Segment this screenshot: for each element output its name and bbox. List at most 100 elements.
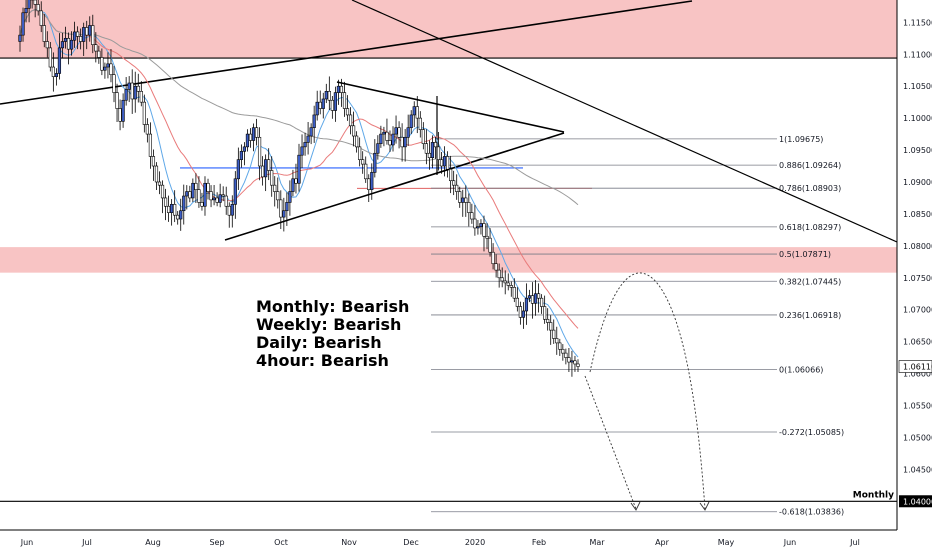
bias-line-1: Weekly: Bearish [256,315,401,334]
candle-98 [315,101,319,116]
candle-84 [273,184,277,192]
candle-31 [112,74,116,93]
candle-15 [63,38,68,42]
candle-90 [291,178,295,192]
candle-137 [433,142,438,148]
candle-100 [321,98,325,109]
candle-129 [409,114,413,129]
candle-182 [570,360,574,363]
candle-103 [330,99,334,111]
candle-106 [339,85,344,93]
candle-158 [497,269,501,279]
candle-53 [179,210,183,220]
fibonacci-retracement[interactable]: 1(1.09675) 0.886(1.09264) 0.786(1.08903) 0.… [431,135,844,517]
candle-151 [476,226,480,229]
candle-113 [361,159,365,165]
candle-45 [154,165,159,183]
candle-82 [267,159,271,171]
candle-96 [309,127,313,137]
candle-110 [351,125,356,137]
current-price-label: 1.06110 [903,363,932,372]
candle-32 [115,92,119,109]
candle-38 [133,85,137,100]
candle-89 [288,191,292,203]
candle-108 [345,108,350,116]
candle-143 [452,180,456,186]
candle-167 [524,297,529,312]
candle-57 [191,182,195,199]
candle-149 [470,212,474,220]
time-tick-11: May [718,538,735,547]
price-tick-1: 1.04500 [903,465,932,474]
fib-label-2: 0.786(1.08903) [779,184,841,193]
monthly-price-tag [899,495,932,508]
candle-50 [170,204,174,213]
projection-arrowhead-1 [630,501,641,511]
time-tick-1: Jul [81,538,92,547]
time-tick-9: Mar [589,538,605,547]
candle-127 [403,136,407,148]
candle-125 [397,127,401,138]
projection-path-arc [589,272,706,510]
candle-116 [370,172,374,190]
candle-48 [163,197,168,207]
candle-55 [185,191,189,197]
candle-144 [455,184,459,192]
candle-150 [473,218,477,229]
candle-3 [27,0,31,9]
candle-132 [418,117,422,130]
candle-22 [85,27,89,36]
candle-146 [461,197,465,203]
candle-174 [546,318,550,323]
candle-14 [60,41,65,49]
candle-29 [106,63,110,68]
price-tick-14: 1.11000 [903,50,932,59]
candle-147 [464,197,468,203]
price-tick-8: 1.08000 [903,242,932,251]
candle-128 [406,127,410,138]
bias-line-2: Daily: Bearish [256,333,382,352]
fib-label-1: 0.886(1.09264) [779,161,841,170]
candle-27 [100,57,104,71]
candle-92 [297,154,301,184]
candle-71 [233,178,237,205]
candle-76 [248,133,253,141]
candle-58 [194,182,198,190]
time-tick-13: Jul [849,538,860,547]
trendline-2 [336,81,565,133]
candle-131 [415,106,419,119]
price-tick-5: 1.06500 [903,338,932,347]
candle-148 [467,202,471,213]
monthly-line-label: Monthly [853,490,894,500]
fib-label-3: 0.618(1.08297) [779,223,841,232]
zone-0 [0,0,897,59]
candle-25 [94,44,98,52]
candle-21 [82,27,86,42]
fib-label-9: -0.618(1.03836) [779,508,844,517]
candle-16 [66,38,71,50]
projection-arrowhead-2 [699,501,710,511]
candle-118 [376,143,380,154]
time-tick-2: Aug [145,538,161,547]
candle-54 [182,195,186,212]
price-axis[interactable]: 1.04500 1.05000 1.05500 1.06000 1.06500 1.070… [896,0,932,550]
candle-101 [324,91,328,100]
candle-169 [530,295,535,304]
candle-63 [209,191,213,201]
candle-168 [527,295,532,299]
price-tick-4: 1.06000 [903,370,932,379]
price-tick-10: 1.09000 [903,178,932,187]
moving-average-2 [19,9,579,206]
candle-107 [342,92,347,109]
candle-79 [257,136,262,167]
candle-10 [48,47,52,68]
candle-64 [212,197,216,201]
candle-152 [479,223,483,227]
time-axis[interactable]: Jun Jul Aug Sep Oct Nov Dec 2020 Feb Mar Apr May Jun… [0,529,897,547]
candle-2 [24,8,28,14]
price-tick-2: 1.05000 [903,433,932,442]
candle-133 [421,129,425,144]
candle-83 [270,170,274,186]
